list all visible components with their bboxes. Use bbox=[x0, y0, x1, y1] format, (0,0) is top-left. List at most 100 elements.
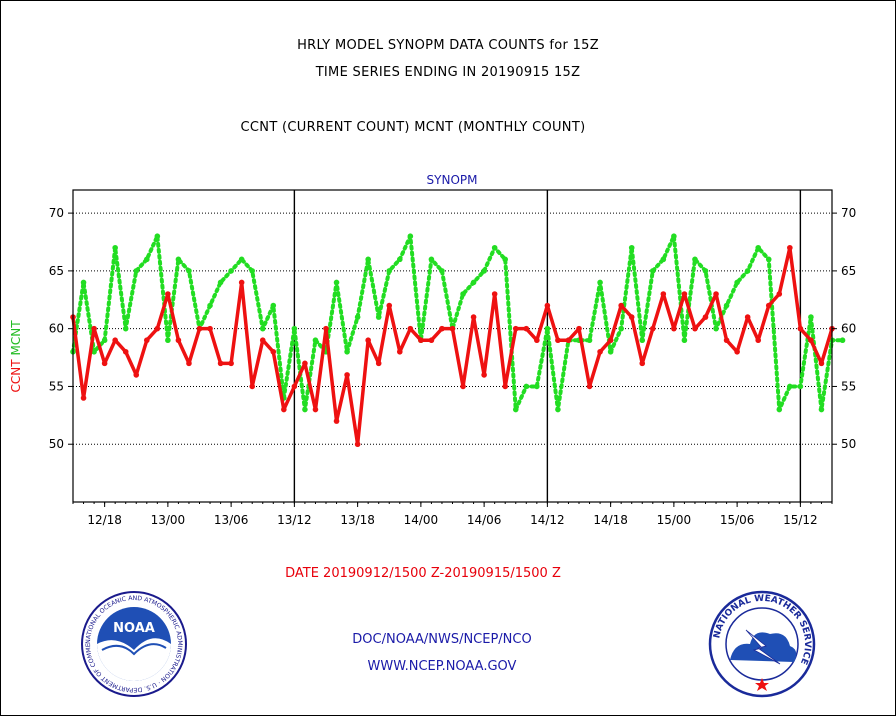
point-mcnt bbox=[787, 383, 793, 390]
point-ccnt bbox=[439, 325, 445, 332]
y-tick-label-right: 55 bbox=[841, 379, 856, 393]
point-ccnt bbox=[628, 314, 635, 320]
point-mcnt bbox=[375, 314, 382, 320]
x-tick-label: 13/12 bbox=[277, 513, 312, 527]
point-ccnt bbox=[354, 441, 361, 448]
point-mcnt bbox=[302, 406, 308, 413]
point-ccnt bbox=[407, 325, 414, 332]
point-ccnt bbox=[607, 337, 614, 344]
point-ccnt bbox=[249, 383, 256, 390]
point-ccnt bbox=[112, 337, 118, 344]
point-ccnt bbox=[639, 360, 646, 367]
point-ccnt bbox=[534, 337, 540, 344]
point-mcnt bbox=[386, 268, 393, 274]
point-ccnt bbox=[565, 337, 572, 344]
point-ccnt bbox=[544, 302, 551, 309]
point-ccnt bbox=[449, 325, 456, 332]
point-ccnt bbox=[808, 337, 814, 344]
point-ccnt bbox=[165, 291, 171, 297]
point-mcnt bbox=[671, 233, 677, 240]
point-mcnt bbox=[797, 383, 804, 390]
point-ccnt bbox=[302, 360, 308, 367]
x-tick-label: 13/18 bbox=[340, 513, 375, 527]
point-mcnt bbox=[439, 268, 445, 274]
y-tick-label-left: 55 bbox=[49, 379, 64, 393]
point-mcnt bbox=[586, 337, 593, 344]
point-ccnt bbox=[344, 372, 350, 378]
point-mcnt bbox=[249, 268, 256, 274]
point-ccnt bbox=[555, 337, 561, 344]
point-mcnt bbox=[165, 337, 171, 344]
point-mcnt bbox=[808, 314, 814, 320]
point-mcnt bbox=[702, 268, 709, 274]
series-layer bbox=[70, 233, 846, 448]
point-mcnt bbox=[734, 279, 740, 286]
point-mcnt bbox=[333, 279, 340, 286]
website-url: WWW.NCEP.NOAA.GOV bbox=[367, 659, 517, 674]
series-line-mcnt bbox=[71, 234, 845, 412]
noaa-center-text: NOAA bbox=[113, 621, 155, 636]
point-ccnt bbox=[80, 395, 87, 401]
point-mcnt bbox=[607, 348, 614, 355]
point-mcnt bbox=[534, 383, 540, 390]
chart-title: SYNOPM bbox=[427, 173, 478, 187]
point-ccnt bbox=[818, 360, 825, 367]
point-mcnt bbox=[344, 348, 350, 355]
point-ccnt bbox=[734, 348, 740, 355]
x-tick-label: 14/18 bbox=[593, 513, 628, 527]
point-ccnt bbox=[671, 325, 677, 332]
point-mcnt bbox=[555, 406, 561, 413]
y-tick-label-left: 50 bbox=[49, 437, 64, 451]
point-mcnt bbox=[270, 302, 277, 309]
point-ccnt bbox=[523, 325, 530, 332]
point-mcnt bbox=[207, 302, 213, 309]
point-ccnt bbox=[207, 325, 213, 332]
point-mcnt bbox=[396, 256, 403, 263]
x-tick-label: 13/00 bbox=[151, 513, 186, 527]
point-ccnt bbox=[312, 406, 319, 413]
point-mcnt bbox=[428, 256, 435, 263]
ylabel-mcnt: MCNT bbox=[9, 320, 23, 356]
y-tick-label-left: 60 bbox=[49, 322, 64, 336]
point-ccnt bbox=[692, 325, 698, 332]
point-ccnt bbox=[681, 291, 688, 297]
point-ccnt bbox=[291, 383, 298, 390]
point-mcnt bbox=[839, 337, 846, 344]
point-mcnt bbox=[112, 244, 118, 251]
point-mcnt bbox=[154, 233, 161, 240]
point-mcnt bbox=[660, 256, 667, 263]
point-ccnt bbox=[502, 383, 509, 390]
point-ccnt bbox=[323, 325, 329, 332]
y-tick-label-right: 70 bbox=[841, 206, 856, 220]
point-mcnt bbox=[618, 325, 624, 332]
nws-logo: NATIONAL WEATHER SERVICE bbox=[708, 590, 816, 698]
point-mcnt bbox=[186, 268, 192, 274]
point-ccnt bbox=[797, 325, 804, 332]
point-mcnt bbox=[491, 244, 498, 251]
point-mcnt bbox=[291, 325, 298, 332]
point-ccnt bbox=[597, 348, 603, 355]
x-tick-label: 12/18 bbox=[87, 513, 122, 527]
x-tick-label: 15/06 bbox=[720, 513, 755, 527]
point-mcnt bbox=[523, 383, 530, 390]
point-mcnt bbox=[175, 256, 182, 263]
point-ccnt bbox=[259, 337, 266, 344]
y-tick-label-left: 70 bbox=[49, 206, 64, 220]
point-mcnt bbox=[460, 291, 466, 297]
point-ccnt bbox=[723, 337, 730, 344]
point-mcnt bbox=[133, 268, 140, 274]
title-line-1: HRLY MODEL SYNOPM DATA COUNTS for 15Z bbox=[297, 38, 599, 53]
point-ccnt bbox=[228, 360, 234, 367]
x-tick-label: 13/06 bbox=[214, 513, 249, 527]
point-mcnt bbox=[80, 279, 87, 286]
point-ccnt bbox=[386, 302, 393, 309]
series-mcnt bbox=[70, 233, 846, 413]
point-ccnt bbox=[713, 291, 719, 297]
day-dividers bbox=[293, 190, 802, 502]
point-mcnt bbox=[544, 325, 551, 332]
point-ccnt bbox=[586, 383, 593, 390]
org-path: DOC/NOAA/NWS/NCEP/NCO bbox=[352, 632, 532, 647]
noaa-logo: NOAA NATIONAL OCEANIC AND ATMOSPHERIC AD… bbox=[80, 590, 187, 697]
point-ccnt bbox=[702, 314, 709, 320]
